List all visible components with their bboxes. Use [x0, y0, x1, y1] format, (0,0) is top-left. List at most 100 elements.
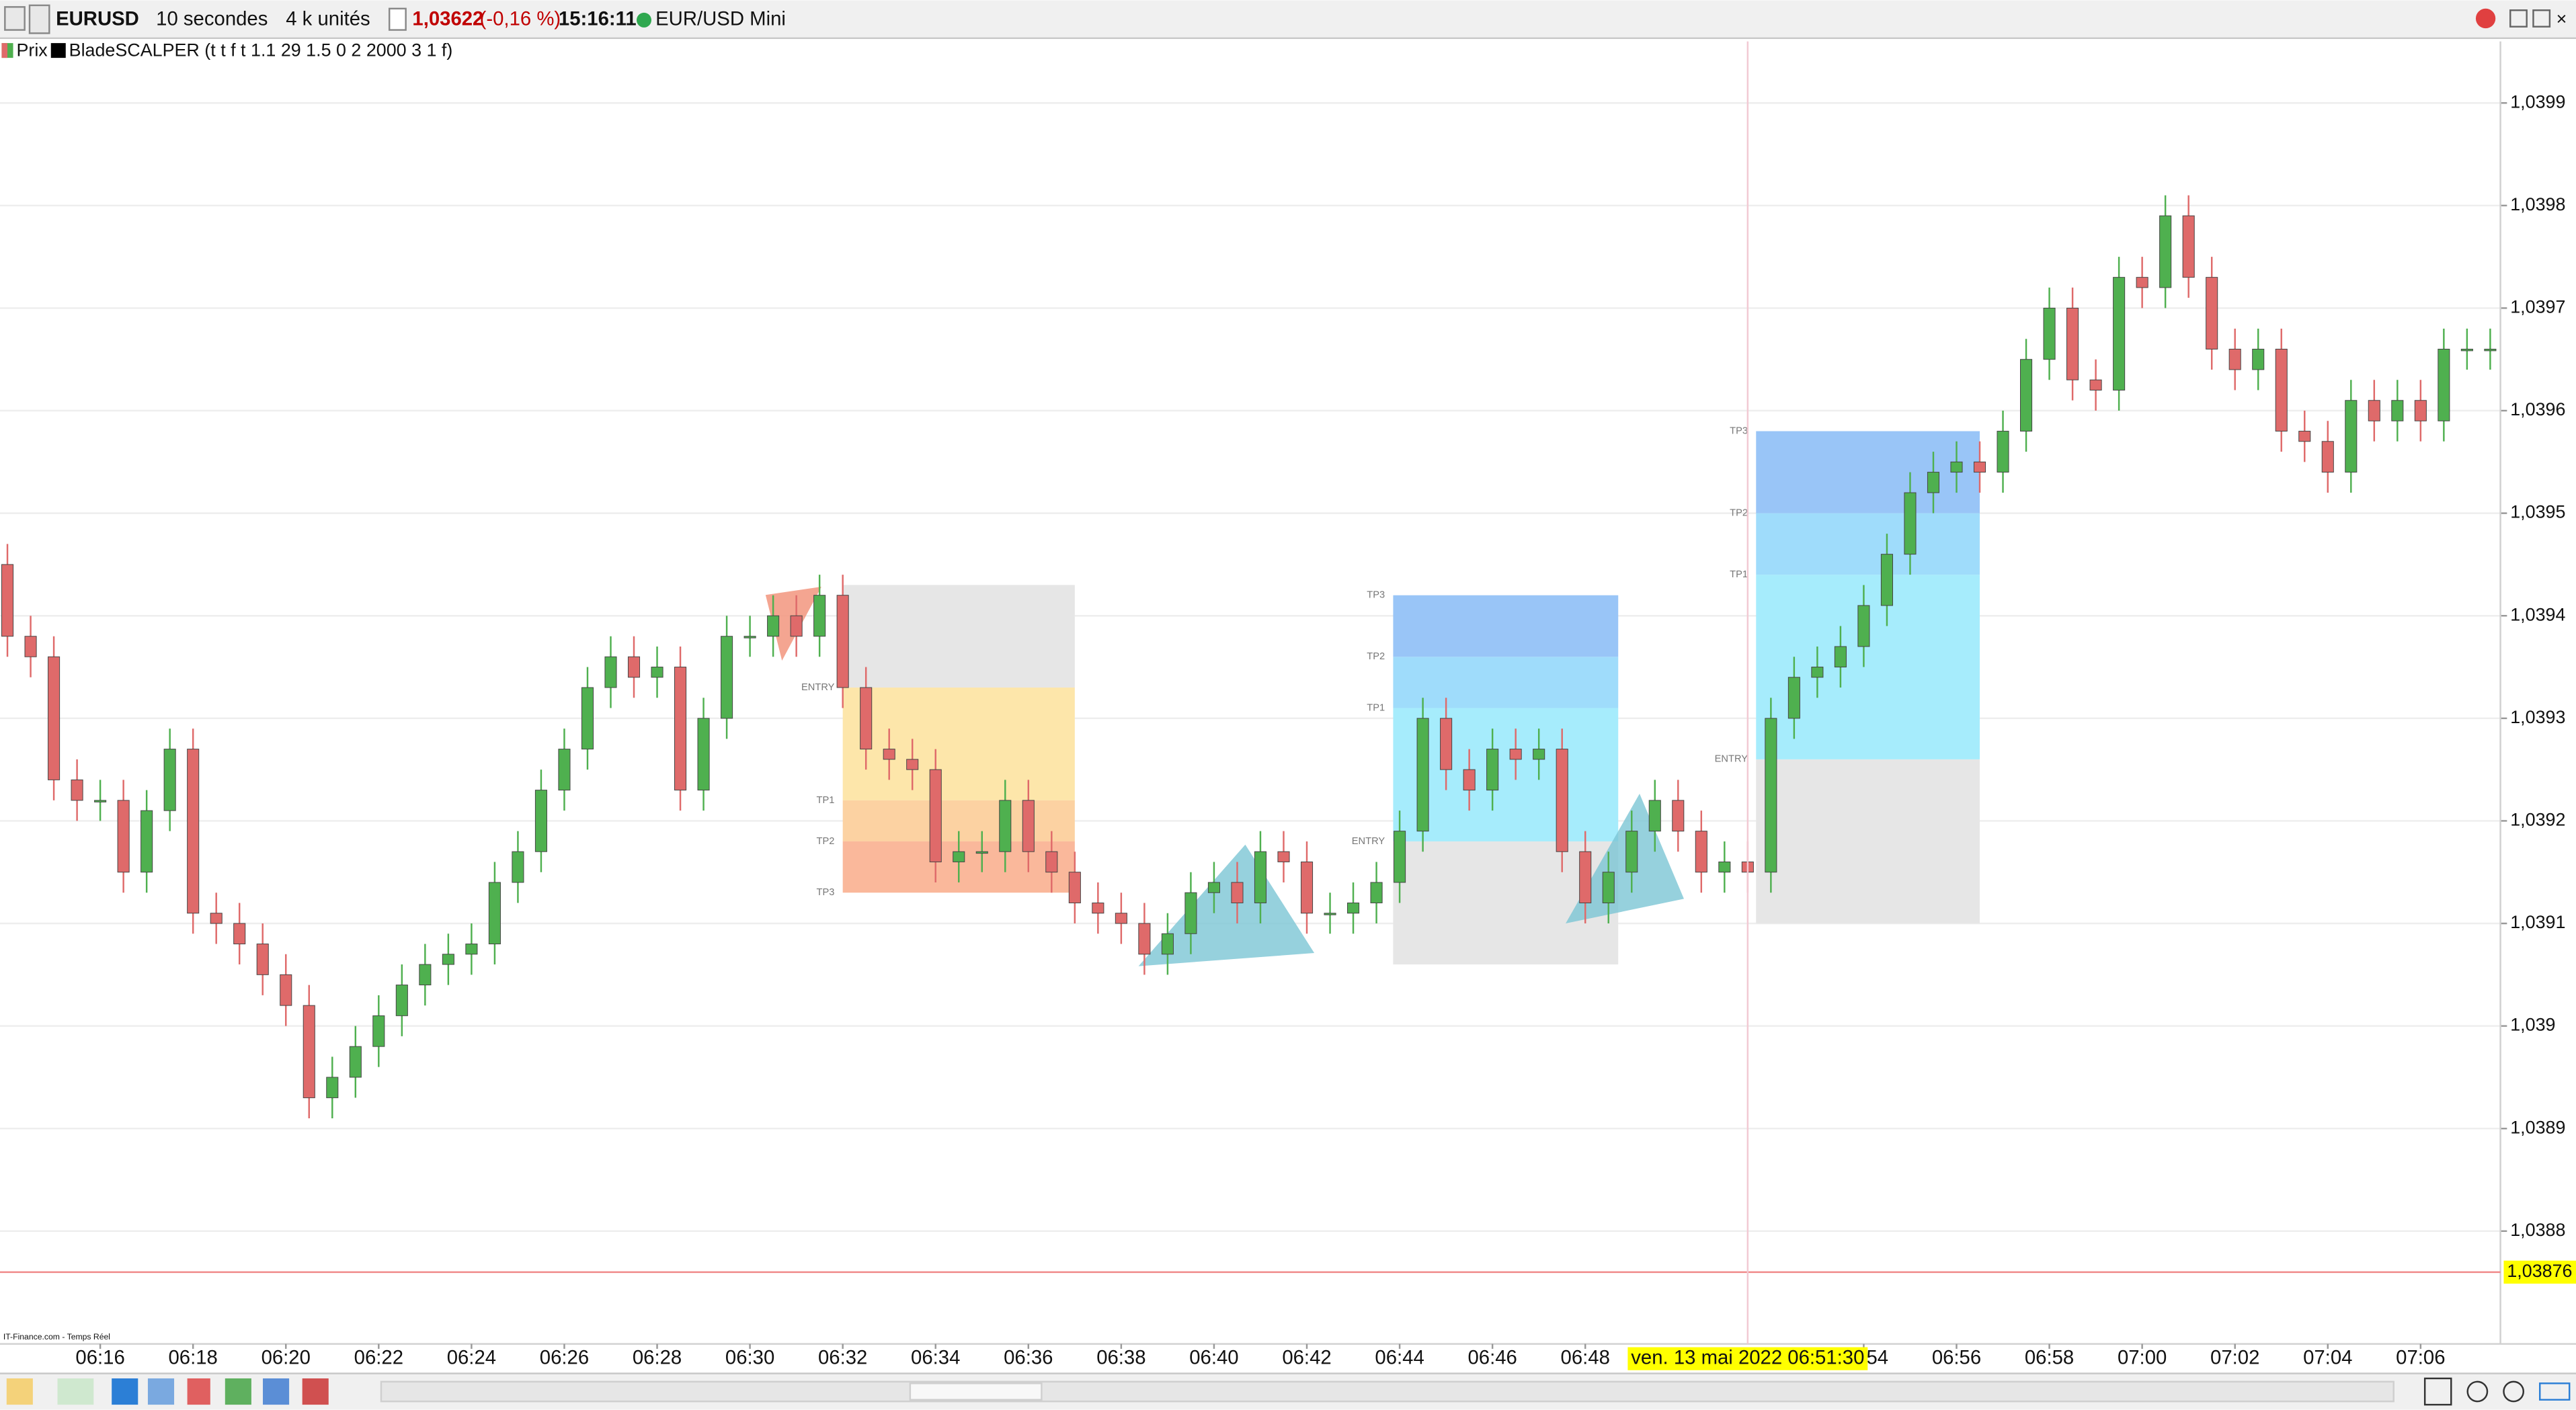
candle-body [140, 810, 153, 873]
candle-body [1811, 667, 1824, 678]
candle-body [488, 882, 501, 945]
zone-label: TP2 [1367, 651, 1385, 662]
candle-body [1370, 882, 1383, 903]
candle-body [303, 1005, 315, 1098]
zoom-in[interactable] [2503, 1380, 2525, 1403]
candle-body [813, 595, 826, 637]
zone-label: ENTRY [1352, 836, 1385, 847]
candle-body [117, 800, 130, 873]
compare-tool[interactable] [263, 1378, 290, 1405]
candle-body [2368, 400, 2380, 421]
size[interactable]: 4 k unités [286, 8, 370, 30]
zone-label: TP3 [1367, 590, 1385, 601]
x-tick-label: 06:16 [75, 1346, 124, 1368]
trade-tool[interactable] [302, 1378, 329, 1405]
x-tick-label: 06:32 [818, 1346, 867, 1368]
candle-body [1695, 831, 1707, 873]
candle-body [1161, 933, 1174, 955]
x-tick-label: 06:44 [1375, 1346, 1424, 1368]
candle-body [2159, 215, 2172, 288]
scroll-end[interactable] [2539, 1382, 2571, 1401]
interval[interactable]: 10 secondes [156, 8, 268, 30]
candle-body [581, 687, 594, 750]
pattern-triangle [1138, 844, 1315, 966]
x-tick-label: 06:28 [633, 1346, 682, 1368]
candle-body [2460, 348, 2473, 351]
x-tick-label: 06:34 [911, 1346, 960, 1368]
zone-label: TP1 [1730, 569, 1748, 580]
candle-body [1486, 749, 1499, 791]
comment-tool[interactable] [147, 1378, 175, 1405]
x-tick-label: 06:46 [1467, 1346, 1517, 1368]
candle-body [1904, 492, 1917, 555]
x-tick-label: 07:06 [2396, 1346, 2445, 1368]
time: 15:16:11 [559, 8, 637, 30]
indicator-tool[interactable] [57, 1378, 94, 1405]
share-tool[interactable] [112, 1378, 138, 1405]
refresh-icon[interactable] [2475, 8, 2496, 29]
zone-band [1393, 595, 1619, 657]
candle-body [1787, 677, 1800, 719]
zoom-fit[interactable] [2423, 1377, 2452, 1406]
list-tool[interactable] [187, 1378, 210, 1405]
symbol[interactable]: EURUSD [56, 8, 139, 30]
zone-band [1756, 575, 1980, 759]
x-tick-label: 06:42 [1282, 1346, 1331, 1368]
candle-body [2321, 441, 2334, 473]
y-tick-label: 1,0391 [2510, 912, 2565, 932]
zoom-out[interactable] [2466, 1380, 2489, 1403]
zone-band [1393, 708, 1619, 841]
candle-body [1834, 646, 1847, 668]
candle-body [94, 800, 107, 802]
candle-body [2113, 277, 2126, 390]
x-tick-label: 06:26 [540, 1346, 589, 1368]
candle-body [651, 667, 663, 678]
candle-body [1022, 800, 1035, 852]
table-tool[interactable] [225, 1378, 251, 1405]
candle-body [1973, 461, 1986, 473]
chart-icon[interactable] [4, 6, 26, 31]
symbol-icon[interactable] [28, 4, 50, 34]
minimize[interactable] [2509, 9, 2528, 28]
x-tick-label: 07:02 [2210, 1346, 2259, 1368]
x-tick-label: 06:56 [1932, 1346, 1981, 1368]
zone-band [842, 688, 1075, 800]
draw-tool[interactable] [6, 1378, 33, 1405]
close-x[interactable]: × [2557, 9, 2567, 29]
pattern-triangle [1566, 793, 1684, 924]
x-tick-label: 06:22 [354, 1346, 403, 1368]
candle-body [2182, 215, 2195, 278]
x-tick-label: 06:18 [169, 1346, 218, 1368]
candle-body [1625, 831, 1638, 873]
candle-body [1231, 882, 1244, 903]
scroll-thumb[interactable] [909, 1382, 1043, 1401]
candle-body [1997, 431, 2009, 473]
candle-body [1300, 861, 1314, 914]
candle-body [2043, 307, 2056, 360]
candle-body [975, 851, 988, 854]
zone-label: TP3 [817, 887, 835, 898]
zone-label: ENTRY [801, 682, 835, 693]
x-tick-label: 06:38 [1096, 1346, 1145, 1368]
y-tick-label: 1,0397 [2510, 297, 2565, 317]
candle-body [2345, 400, 2358, 473]
price: 1,03622 [412, 8, 483, 30]
x-tick-label: 06:58 [2025, 1346, 2074, 1368]
candle-body [534, 790, 547, 852]
instrument-name: EUR/USD Mini [655, 8, 786, 30]
candle-body [604, 656, 617, 688]
candle-body [1092, 903, 1104, 914]
candle-body [2020, 359, 2033, 432]
info-icon[interactable] [388, 7, 407, 31]
candle-body [1857, 605, 1870, 647]
zone-band [1756, 513, 1980, 575]
scrollbar[interactable] [380, 1380, 2394, 1403]
candle-body [465, 944, 478, 955]
restore[interactable] [2532, 9, 2551, 28]
y-tick-label: 1,0388 [2510, 1220, 2565, 1240]
y-tick-label: 1,0393 [2510, 707, 2565, 727]
zone-band [1756, 759, 1980, 924]
candle-body [1765, 718, 1777, 873]
zone-label: TP2 [817, 836, 835, 847]
candle-body [233, 923, 246, 945]
